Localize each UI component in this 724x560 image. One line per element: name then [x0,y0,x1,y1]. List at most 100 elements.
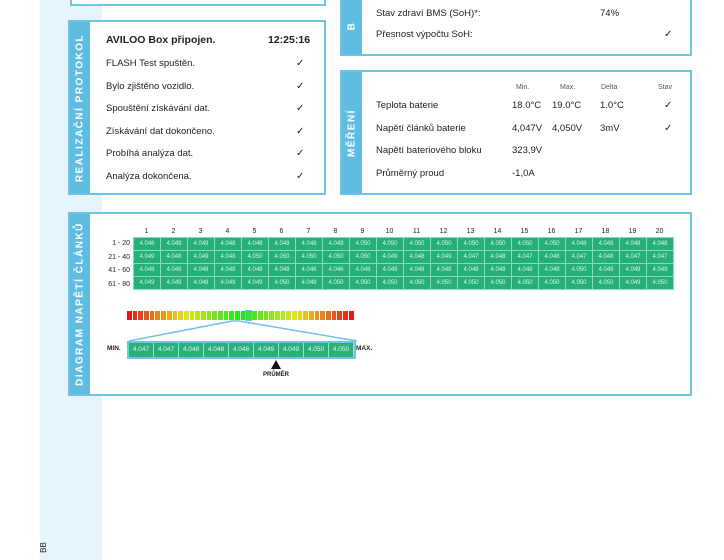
cell-voltage: 4.050 [646,276,674,290]
cell-voltage: 4.049 [619,276,647,290]
color-bar-segment [309,311,314,320]
color-bar-segment [343,311,348,320]
protocol-step: Bylo zjištěno vozidlo. [106,80,195,92]
measurement-min: -1,0A [512,167,535,179]
cell-voltage: 4.048 [349,263,377,277]
measurement-panel: MĚŘENÍ Min. Max. Delta Stav Teplota bate… [340,70,692,195]
header-min: Min. [516,84,530,91]
cell-voltage: 4.050 [349,276,377,290]
cell-voltage: 4.048 [484,263,512,277]
cell-voltage: 4.047 [457,250,485,264]
scale-value: 4.050 [304,343,329,357]
measurement-label: Napětí článků baterie [376,122,466,134]
cell-voltage: 4.049 [133,250,161,264]
cell-voltage: 4.050 [322,250,350,264]
color-bar-segment [303,311,308,320]
cell-voltage: 4.049 [133,276,161,290]
color-bar-segment [263,311,269,320]
cell-voltage: 4.048 [457,263,485,277]
cell-voltage: 4.048 [214,237,242,251]
cell-voltage: 4.050 [538,276,566,290]
grid-row: 4.046 4.049 4.049 4.048 4.046 4.048 4.048 4.049… [133,237,674,251]
cell-voltage: 4.049 [214,276,242,290]
cell-voltage: 4.048 [214,263,242,277]
color-bar-segment [257,311,263,320]
cell-voltage: 4.048 [160,250,188,264]
cell-voltage: 4.050 [538,237,566,251]
measurement-delta: 3mV [600,122,620,134]
cell-voltage: 4.048 [538,250,566,264]
scale-value: 4.048 [204,343,229,357]
check-icon: ✓ [296,80,305,92]
cell-voltage: 4.050 [430,237,458,251]
cell-voltage: 4.047 [565,250,593,264]
column-number: 3 [198,228,203,235]
column-number: 17 [574,228,583,235]
measurement-min: 323,9V [512,145,543,156]
cell-voltage: 4.050 [565,263,593,277]
scale-value: 4.049 [254,343,279,357]
row-label: 61 - 80 [108,280,130,288]
color-bar-segment [337,311,343,320]
voltage-scale: 4.047 4.047 4.048 4.048 4.048 4.049 4.049 4.050… [127,341,356,359]
color-bar-segment [320,311,326,320]
measurement-delta: 1.0°C [600,100,624,111]
row-label: 21 - 40 [108,253,130,261]
bms-side-label: B [342,0,362,54]
column-number: 20 [655,228,664,235]
cell-voltage: 4.050 [268,250,296,264]
cell-voltage: 4.050 [403,276,431,290]
column-number: 4 [225,228,230,235]
bms-panel: B Stav zdraví BMS (SoH)*: 74% Přesnost v… [340,0,692,56]
protocol-header: AVILOO Box připojen. [106,34,216,46]
color-bar-segment [286,311,291,320]
cell-voltage: 4.049 [160,237,188,251]
row-label: 1 - 20 [112,240,130,247]
cell-voltage: 4.048 [565,237,593,251]
voltage-color-bar [127,310,354,321]
protocol-side-label: REALIZAČNÍ PROTOKOL [70,22,90,193]
check-icon: ✓ [296,58,305,69]
cell-voltage: 4.049 [187,237,215,251]
protocol-step: FLASH Test spuštěn. [106,58,196,69]
column-number: 14 [493,228,502,235]
column-number: 8 [333,228,338,235]
average-marker-icon [271,360,281,369]
average-label: PRŮMĚR [263,372,290,378]
cell-voltage: 4.049 [322,237,350,251]
color-bar-segment [245,310,253,321]
color-bar-segment [212,311,217,320]
cell-voltage: 4.050 [484,276,512,290]
cell-voltage: 4.049 [376,250,404,264]
color-bar-segment [280,311,286,320]
color-bar-segment [200,311,206,320]
column-number: 11 [412,228,421,235]
check-icon: ✓ [296,148,305,159]
cell-voltage: 4.048 [619,237,647,251]
cell-voltage: 4.050 [565,276,593,290]
cell-voltage: 4.050 [322,276,350,290]
cell-voltage: 4.048 [187,263,215,277]
cell-voltage-grid: 4.046 4.049 4.049 4.048 4.046 4.048 4.048 4.049… [133,237,674,290]
scale-value: 4.048 [179,343,204,357]
color-bar-segment [240,311,246,320]
column-number: 2 [171,228,176,235]
cell-voltage: 4.048 [646,237,674,251]
cell-voltage: 4.049 [241,276,269,290]
cell-voltage: 4.047 [619,250,647,264]
measurement-max: 4,050V [552,122,583,134]
color-bar-segment [297,311,303,320]
scale-value: 4.049 [279,343,304,357]
cell-voltage: 4.048 [133,263,161,277]
measurement-max: 19.0°C [552,100,582,111]
grid-row: 4.049 4.049 4.048 4.049 4.049 4.050 4.049 4.050… [133,276,674,290]
grid-row: 4.048 4.048 4.048 4.048 4.048 4.048 4.046 4.046… [133,263,674,277]
protocol-step: Probíhá analýza dat. [106,148,194,159]
check-icon: ✓ [664,29,673,40]
cell-voltage: 4.050 [511,276,539,290]
color-bar-segment [138,311,144,320]
column-number: 16 [547,228,556,235]
color-bar-segment [326,311,331,320]
cell-voltage: 4.050 [295,250,323,264]
scale-value: 4.050 [329,343,354,357]
